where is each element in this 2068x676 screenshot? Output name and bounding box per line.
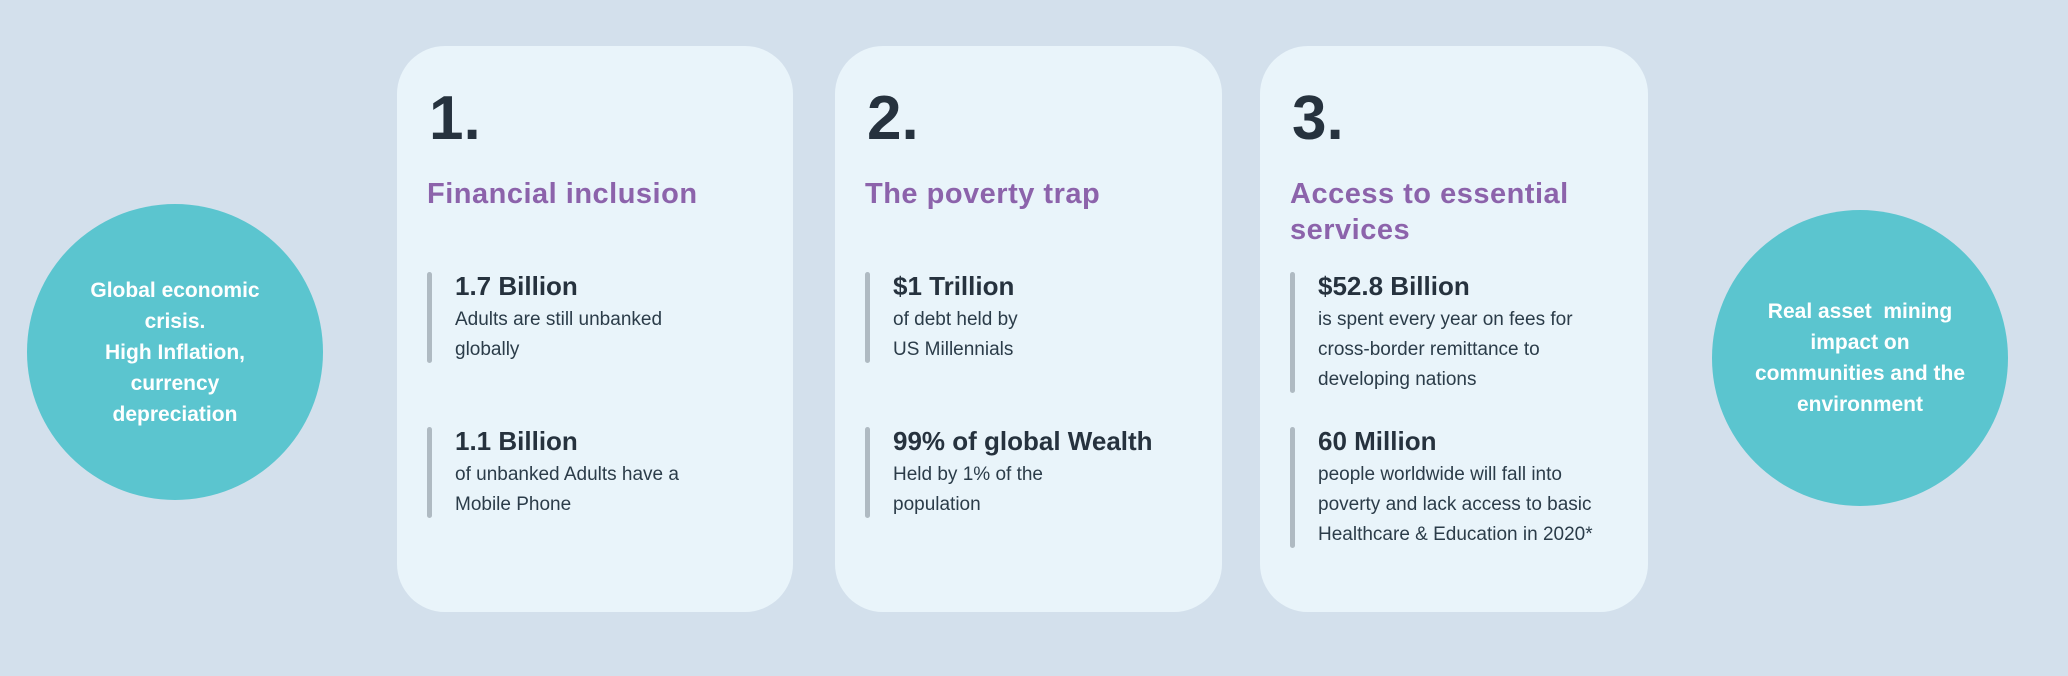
card-heading: Financial inclusion [427,178,698,210]
stat-item: $52.8 Billion is spent every year on fee… [1290,270,1622,425]
stat-description: Held by 1% of the population [893,464,1043,515]
stat-description: of debt held by US Millennials [893,309,1018,360]
stat-item: 1.7 Billion Adults are still unbanked gl… [427,270,767,425]
stat-value: 1.7 Billion [455,271,578,301]
stat-value: 99% of global Wealth [893,426,1153,456]
stat-item: $1 Trillion of debt held by US Millennia… [865,270,1196,425]
left-context-circle: Global economic crisis. High Inflation, … [27,204,323,500]
left-circle-text: Global economic crisis. High Inflation, … [90,278,260,426]
stat-accent-bar [1290,272,1295,393]
stat-value: 1.1 Billion [455,426,578,456]
card-number: 1. [429,84,481,153]
card-heading: Access to essential services [1290,178,1569,246]
stat-item: 60 Million people worldwide will fall in… [1290,425,1622,550]
card-number: 3. [1292,84,1344,153]
stat-description: people worldwide will fall into poverty … [1318,464,1593,545]
stat-accent-bar [1290,427,1295,548]
stat-description: of unbanked Adults have a Mobile Phone [455,464,679,515]
stat-item: 99% of global Wealth Held by 1% of the p… [865,425,1196,520]
stat-item: 1.1 Billion of unbanked Adults have a Mo… [427,425,767,520]
stat-value: $1 Trillion [893,271,1015,301]
right-circle-text: Real asset mining impact on communities … [1754,300,1966,416]
card-financial-inclusion: 1. Financial inclusion 1.7 Billion Adult… [397,46,793,612]
stat-accent-bar [865,427,870,518]
card-number: 2. [867,84,919,153]
stat-value: $52.8 Billion [1318,271,1470,301]
stat-accent-bar [865,272,870,363]
card-poverty-trap: 2. The poverty trap $1 Trillion of debt … [835,46,1222,612]
card-heading: The poverty trap [865,178,1101,210]
stat-description: Adults are still unbanked globally [455,309,663,360]
right-context-circle: Real asset mining impact on communities … [1712,210,2008,506]
stat-accent-bar [427,272,432,363]
card-access-essential-services: 3. Access to essential services $52.8 Bi… [1260,46,1648,612]
stat-accent-bar [427,427,432,518]
stat-value: 60 Million [1318,426,1437,456]
stat-description: is spent every year on fees for cross-bo… [1318,309,1573,390]
